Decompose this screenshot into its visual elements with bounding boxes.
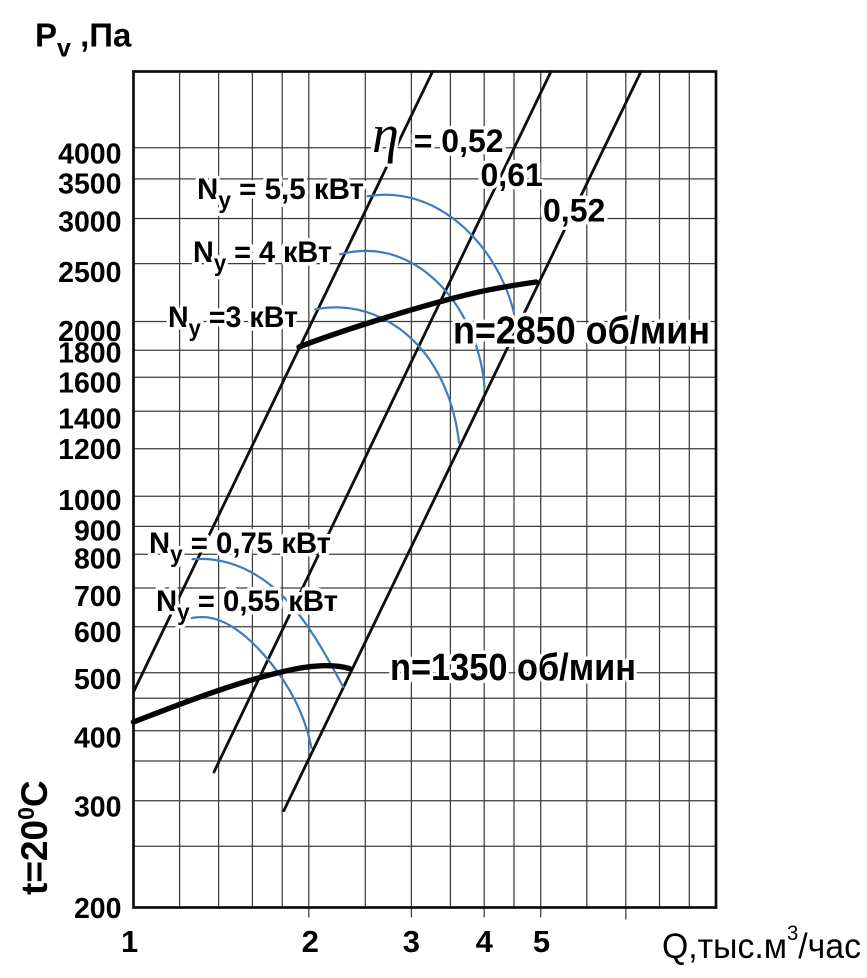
- svg-text:300: 300: [74, 792, 122, 824]
- svg-text:4: 4: [476, 924, 494, 959]
- svg-text:800: 800: [74, 544, 122, 576]
- svg-text:Ny = 0,55 кВт: Ny = 0,55 кВт: [156, 585, 338, 625]
- svg-text:n=2850 об/мин: n=2850 об/мин: [453, 310, 710, 353]
- svg-text:1000: 1000: [58, 485, 121, 517]
- svg-text:600: 600: [74, 617, 122, 649]
- svg-text:1800: 1800: [58, 337, 121, 369]
- svg-text:0,61: 0,61: [481, 157, 543, 193]
- svg-text:n=1350 об/мин: n=1350 об/мин: [390, 647, 636, 689]
- svg-text:2000: 2000: [58, 316, 121, 348]
- svg-text:2500: 2500: [58, 257, 121, 289]
- svg-text:200: 200: [74, 893, 122, 925]
- svg-text:2: 2: [302, 924, 319, 959]
- svg-text:t=200C: t=200C: [13, 780, 55, 895]
- svg-text:700: 700: [74, 581, 122, 613]
- svg-text:4000: 4000: [58, 139, 121, 171]
- svg-text:5: 5: [533, 924, 550, 959]
- svg-text:3000: 3000: [58, 207, 121, 239]
- svg-text:900: 900: [74, 515, 122, 547]
- svg-text:3500: 3500: [58, 168, 121, 200]
- svg-text:1: 1: [121, 924, 138, 959]
- svg-text:Q,тыс.м3/час: Q,тыс.м3/час: [662, 922, 861, 966]
- svg-text:1600: 1600: [58, 368, 121, 400]
- svg-text:0,52: 0,52: [543, 193, 605, 229]
- svg-text:3: 3: [403, 924, 420, 959]
- svg-text:500: 500: [74, 664, 122, 696]
- svg-text:η = 0,52: η = 0,52: [372, 104, 504, 164]
- svg-text:400: 400: [74, 722, 122, 754]
- svg-text:1400: 1400: [58, 404, 121, 436]
- svg-text:1200: 1200: [58, 434, 121, 466]
